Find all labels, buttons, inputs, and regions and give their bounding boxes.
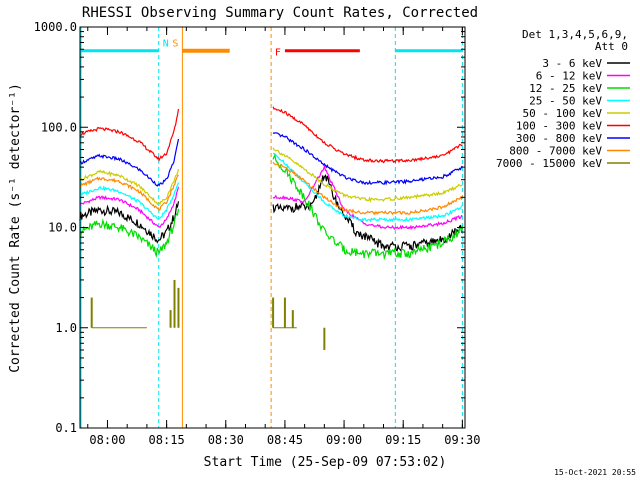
y-axis-label: Corrected Count Rate (s⁻¹ detector⁻¹) [8, 83, 23, 373]
series-line [272, 152, 463, 223]
series-line [272, 153, 463, 261]
series-800-7000-kev [79, 161, 463, 216]
legend-entry-label: 6 - 12 keV [536, 70, 603, 83]
legend-entry-label: 12 - 25 keV [529, 82, 602, 95]
series-line [79, 138, 180, 187]
series-3-6-kev [79, 174, 463, 252]
annotation-label: S [172, 39, 178, 50]
legend-header-line: Att 0 [595, 40, 628, 53]
series-line [272, 106, 463, 164]
x-axis-label: Start Time (25-Sep-09 07:53:02) [204, 455, 447, 470]
annotation-label: N [163, 39, 169, 50]
series-7000-15000-kev [90, 279, 326, 350]
series-line [272, 147, 463, 203]
y-tick-label: 100.0 [41, 120, 77, 134]
series-layer [79, 106, 463, 350]
series-50-100-kev [79, 147, 463, 206]
annotation-label: F [275, 48, 281, 59]
series-line [272, 132, 463, 186]
x-tick-label: 08:00 [89, 433, 125, 447]
series-100-300-kev [79, 106, 463, 164]
series-line [79, 108, 180, 162]
x-tick-label: 08:15 [149, 433, 185, 447]
annotation-layer: N S F [80, 27, 463, 428]
series-line [79, 186, 180, 229]
x-tick-label: 09:30 [444, 433, 480, 447]
series-line [79, 208, 180, 259]
generation-timestamp: 15-Oct-2021 20:55 [554, 468, 636, 477]
x-tick-label: 09:00 [326, 433, 362, 447]
series-line [79, 169, 180, 206]
legend-entry-label: 50 - 100 keV [523, 107, 603, 120]
axes-layer: 0.1 1.0 10.0 100.0 1000.0 08:00 08:15 08:30 08:4… [34, 20, 481, 447]
x-tick-label: 08:45 [267, 433, 303, 447]
legend-entry-label: 800 - 7000 keV [509, 145, 602, 158]
x-tick-label: 09:15 [385, 433, 421, 447]
y-tick-label: 10.0 [48, 221, 77, 235]
legend-entry-label: 7000 - 15000 keV [496, 157, 602, 170]
x-tick-label: 08:30 [208, 433, 244, 447]
chart-title: RHESSI Observing Summary Count Rates, Co… [82, 5, 478, 21]
series-12-25-kev [79, 153, 463, 261]
y-tick-label: 1000.0 [34, 20, 77, 34]
series-line [272, 174, 463, 252]
legend-entry-label: 100 - 300 keV [516, 120, 602, 133]
series-line [272, 161, 463, 216]
series-25-50-kev [79, 152, 463, 223]
series-line [79, 182, 180, 220]
legend-entry-label: 25 - 50 keV [529, 95, 602, 108]
legend-entry-label: 3 - 6 keV [542, 57, 602, 70]
series-300-800-kev [79, 132, 463, 187]
y-tick-label: 1.0 [55, 321, 77, 335]
series-line [79, 201, 180, 244]
legend-header-line: Det 1,3,4,5,6,9, [522, 28, 628, 41]
y-tick-label: 0.1 [55, 421, 77, 435]
legend-entry-label: 300 - 800 keV [516, 132, 602, 145]
series-line [79, 174, 179, 211]
